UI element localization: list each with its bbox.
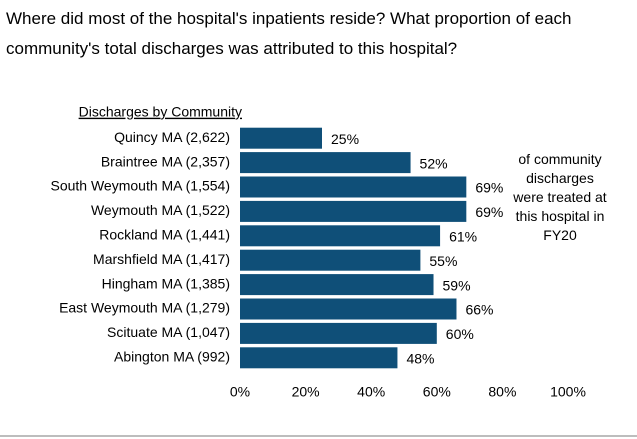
bar [240,274,434,296]
y-tick-label: Weymouth MA (1,522) [91,202,230,218]
data-label: 48% [406,351,434,367]
data-label: 55% [429,253,457,269]
bar [240,249,421,271]
y-tick-label: Marshfield MA (1,417) [93,251,230,267]
y-tick-label: Quincy MA (2,622) [114,129,230,145]
data-label: 69% [475,180,503,196]
data-label: 25% [331,131,359,147]
chart-title: Where did most of the hospital's inpatie… [6,9,572,58]
y-tick-label: Abington MA (992) [114,349,230,365]
bar [240,152,411,174]
bar [240,127,322,149]
bar [240,322,437,344]
x-tick-label: 60% [423,384,451,400]
y-tick-label: Braintree MA (2,357) [101,153,230,169]
data-label: 59% [443,277,471,293]
y-tick-label: Rockland MA (1,441) [99,227,230,243]
category-header: Discharges by Community [79,104,242,120]
x-tick-label: 40% [357,384,385,400]
bar [240,176,467,198]
y-tick-label: Hingham MA (1,385) [102,275,230,291]
data-label: 69% [475,204,503,220]
data-label: 61% [449,229,477,245]
y-tick-label: East Weymouth MA (1,279) [59,300,230,316]
bar [240,200,467,222]
divider [0,435,637,437]
x-tick-label: 80% [488,384,516,400]
data-label: 52% [420,155,448,171]
x-tick-label: 20% [292,384,320,400]
y-tick-label: South Weymouth MA (1,554) [51,178,231,194]
x-tick-label: 0% [230,384,250,400]
data-label: 60% [446,326,474,342]
annotation: of community discharges were treated at … [513,151,607,243]
data-label: 66% [465,302,493,318]
bar [240,347,398,369]
bar [240,225,441,247]
x-tick-label: 100% [550,384,586,400]
bar [240,298,457,320]
y-tick-label: Scituate MA (1,047) [107,324,230,340]
